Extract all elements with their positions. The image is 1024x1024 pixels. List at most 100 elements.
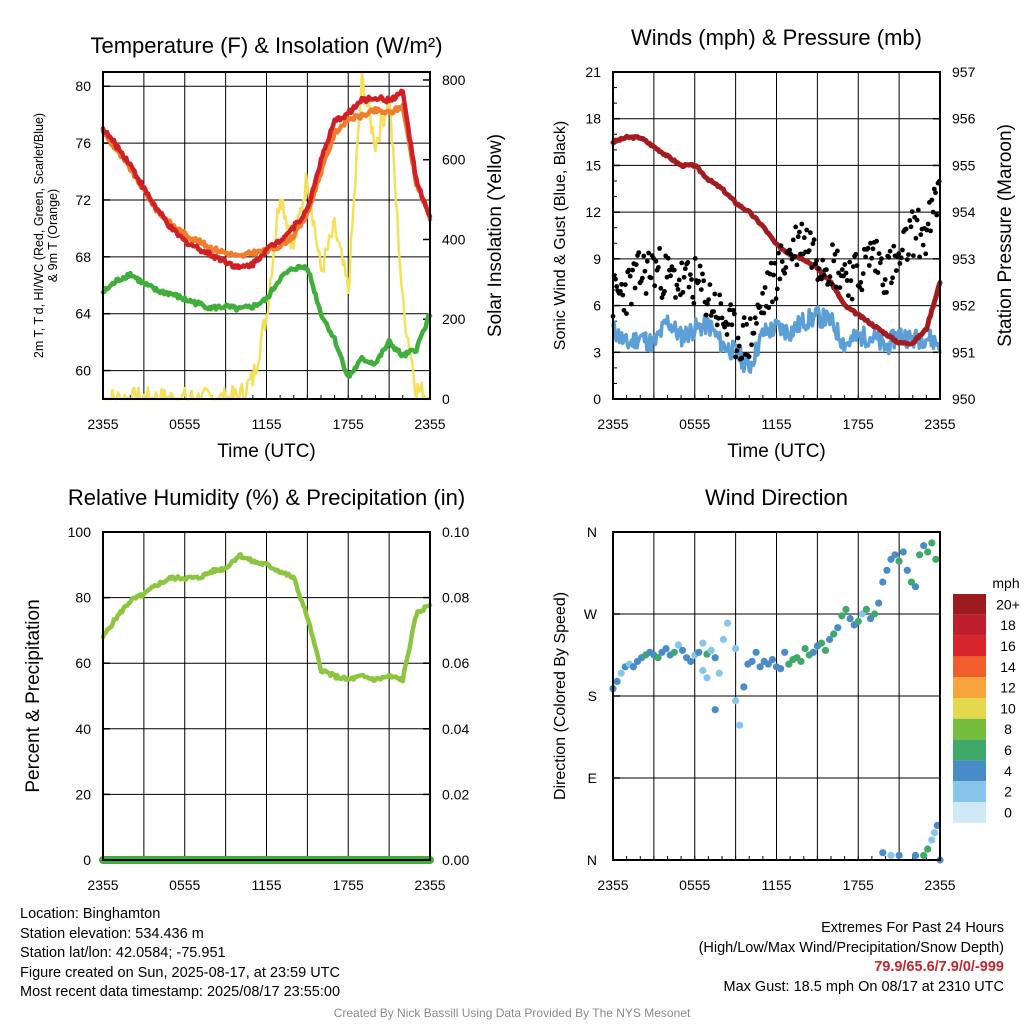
gust-point — [914, 217, 920, 223]
gust-point — [711, 309, 716, 314]
gust-point — [667, 267, 672, 273]
direction-point — [756, 663, 764, 671]
gust-point — [865, 245, 871, 251]
location-text: Location: Binghamton — [20, 906, 161, 922]
gust-point — [626, 267, 632, 273]
gust-point — [821, 272, 827, 278]
x-tick-label: 2355 — [87, 416, 118, 432]
gust-point — [662, 289, 667, 294]
x-tick-label: 0555 — [169, 416, 200, 432]
gust-point — [917, 254, 922, 260]
direction-point — [932, 555, 940, 563]
gust-point — [629, 301, 634, 307]
gust-point — [854, 263, 860, 268]
y-tick-label: 21 — [585, 64, 601, 80]
gust-point — [622, 282, 628, 288]
direction-point — [883, 566, 891, 574]
y-right-tick-label: 955 — [952, 157, 976, 173]
gust-point — [930, 209, 936, 215]
plot-border — [102, 531, 431, 861]
gust-point — [728, 302, 734, 308]
station-info: Location: Binghamton Station elevation: … — [20, 905, 340, 1003]
colorbar-label: 6 — [1004, 742, 1012, 758]
direction-point — [707, 646, 715, 655]
colorbar-label: 10 — [1000, 700, 1016, 716]
y-tick-label: 0 — [83, 852, 91, 868]
gust-point — [853, 251, 859, 257]
gust-point — [646, 250, 651, 256]
gust-point — [734, 348, 740, 354]
gust-point — [762, 285, 768, 290]
x-tick-label: 2355 — [597, 416, 628, 432]
series-sonic-wind — [611, 305, 942, 374]
plot-border — [102, 71, 431, 400]
gust-point — [811, 237, 817, 243]
direction-point — [854, 617, 862, 625]
extremes-title: Extremes For Past 24 Hours — [821, 920, 1004, 936]
colorbar-swatch — [953, 656, 986, 678]
gust-point — [685, 260, 691, 265]
y-right-tick-label: 800 — [442, 72, 466, 88]
gust-point — [671, 267, 677, 273]
gust-point — [879, 256, 884, 262]
colorbar-label: 14 — [1000, 659, 1016, 675]
gust-point — [870, 246, 876, 252]
x-tick-label: 1755 — [843, 877, 874, 893]
gust-point — [673, 295, 678, 300]
gust-point — [920, 242, 926, 248]
y-tick-label: 20 — [75, 786, 91, 802]
colorbar-swatch — [953, 718, 986, 740]
colorbar-label: 18 — [1000, 617, 1016, 633]
gust-point — [931, 186, 937, 192]
gust-point — [692, 256, 698, 261]
chart-title: Winds (mph) & Pressure (mb) — [631, 25, 922, 50]
gust-point — [630, 267, 635, 273]
gust-point — [797, 229, 802, 235]
direction-point — [871, 610, 879, 618]
gust-point — [934, 212, 940, 218]
gust-point — [691, 300, 697, 306]
gust-point — [891, 243, 897, 249]
colorbar-label: 20+ — [996, 596, 1020, 612]
y-tick-label: 18 — [585, 111, 601, 127]
gust-point — [808, 230, 813, 236]
chart-panel-humidity: 2355 0555 1155 1755 2355 Relative Humidity (%… — [23, 485, 469, 893]
direction-point — [613, 677, 621, 686]
y-right-axis-label: Solar Insolation (Yellow) — [485, 134, 506, 337]
gust-point — [828, 281, 834, 287]
gust-point — [843, 270, 849, 276]
direction-point — [719, 635, 728, 644]
gust-point — [751, 330, 757, 336]
direction-point — [838, 612, 846, 620]
gust-point — [846, 293, 851, 298]
gust-point — [913, 235, 919, 241]
gust-point — [844, 278, 850, 283]
gust-point — [933, 190, 938, 196]
gust-point — [772, 260, 778, 266]
gust-point — [849, 296, 855, 302]
direction-point — [920, 542, 928, 550]
direction-point — [699, 639, 707, 647]
gust-point — [727, 307, 732, 313]
direction-point — [911, 583, 920, 591]
gust-point — [907, 218, 913, 223]
direction-point — [654, 654, 662, 662]
colorbar-label: 2 — [1004, 784, 1012, 800]
gust-point — [722, 324, 727, 330]
direction-point — [809, 648, 817, 656]
extremes-panel: Extremes For Past 24 Hours (High/Low/Max… — [699, 919, 1004, 997]
series-2m-t — [100, 88, 433, 271]
gust-point — [627, 273, 633, 279]
gust-point — [896, 251, 902, 257]
colorbar-swatch — [953, 594, 986, 615]
x-tick-label: 1155 — [761, 877, 791, 893]
gust-point — [880, 282, 886, 288]
direction-point — [916, 551, 924, 559]
y-tick-label: 6 — [593, 298, 601, 314]
gust-point — [770, 299, 775, 305]
gust-point — [782, 270, 788, 276]
y-axis-label: Direction (Colored By Speed) — [552, 592, 569, 800]
gust-point — [898, 255, 904, 261]
direction-point — [678, 646, 687, 655]
x-tick-label: 2355 — [87, 877, 118, 893]
